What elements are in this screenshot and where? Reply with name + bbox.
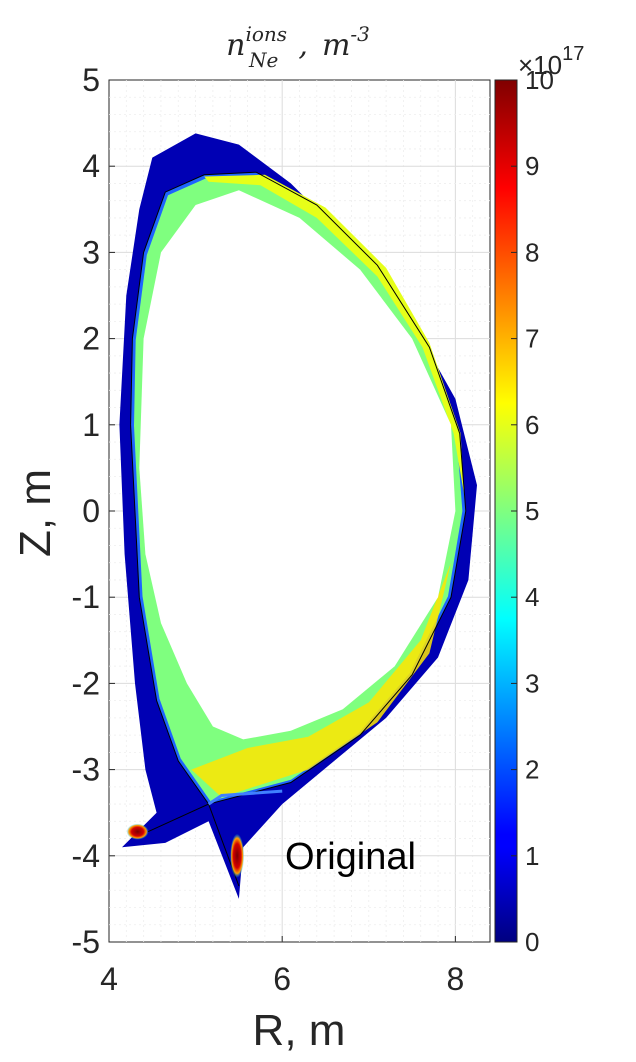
y-axis-ticks: 5 4 3 2 1 0 -1 -2 -3 -4 -5 [72,62,115,960]
y-tick-label: -2 [72,665,100,701]
annotation-label: Original [285,836,416,878]
inner-target-peak [126,823,149,840]
x-tick-label: 6 [273,961,291,997]
colorbar-tick-label: 10 [525,65,554,95]
colorbar-multiplier: ×1017 [518,43,584,80]
chart-title-text: nions Ne, m-3 [226,22,370,72]
colorbar-tick-label: 9 [525,151,539,181]
colorbar-tick-label: 3 [525,668,539,698]
x-tick-label: 4 [100,961,118,997]
colorbar-tick-label: 8 [525,237,539,267]
y-tick-label: 0 [82,493,100,529]
title-unit: m [322,28,350,63]
colorbar-tick-label: 1 [525,841,539,871]
y-tick-label: 3 [82,234,100,270]
region-core-empty [139,190,456,740]
y-tick-label: -1 [72,579,100,615]
y-tick-label: 5 [82,62,100,98]
y-tick-label: -4 [72,838,100,874]
y-axis-label: Z, m [11,469,60,557]
title-unit-exponent: -3 [350,22,369,46]
colorbar-multiplier-exponent: 17 [562,43,584,65]
colorbar-tick-label: 7 [525,324,539,354]
y-tick-label: 1 [82,407,100,443]
outer-target-peak [230,833,245,878]
region-lower-divertor-leg [191,562,452,798]
x-tick-label: 8 [446,961,464,997]
y-tick-label: -3 [72,752,100,788]
colorbar-multiplier-text: ×1017 [518,43,584,80]
colorbar-tick-label: 4 [525,582,539,612]
colorbar-tick-label: 5 [525,496,539,526]
data-regions [119,133,478,899]
colorbar-tick-label: 0 [525,927,539,957]
chart-title: nions Ne, m-3 [226,22,370,72]
title-superscript: ions [245,22,287,46]
y-tick-label: -5 [72,924,100,960]
separatrix-line [130,171,467,805]
colorbar-tick-label: 6 [525,410,539,440]
colorbar-tick-label: 2 [525,755,539,785]
x-axis-label: R, m [253,1006,346,1055]
x-axis-ticks: 4 6 8 [100,936,464,997]
title-comma: , [298,28,308,63]
y-tick-label: 2 [82,321,100,357]
title-subscript: Ne [248,48,278,72]
x-point-band [207,789,283,806]
y-tick-label: 4 [82,148,100,184]
